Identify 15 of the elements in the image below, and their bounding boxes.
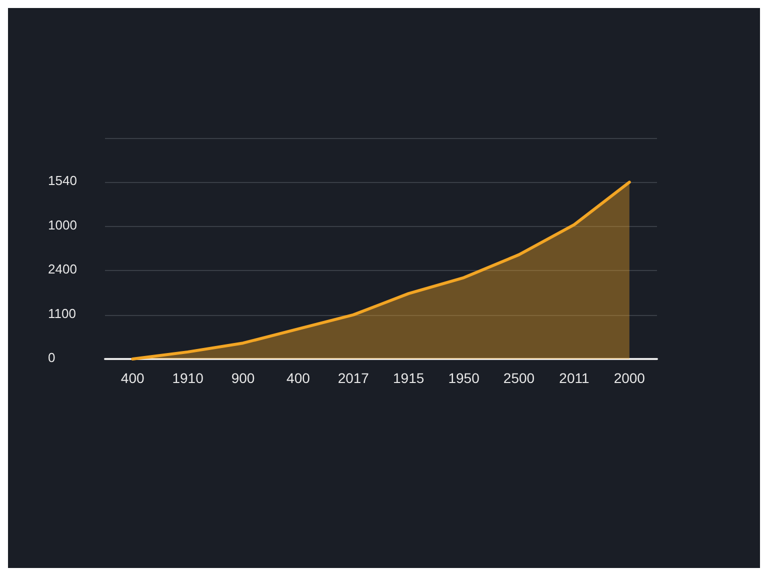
x-tick-label: 1915 [393, 370, 424, 386]
x-tick-label: 1950 [448, 370, 480, 386]
text: 0 [48, 350, 56, 365]
x-tick-label: 2011 [559, 370, 590, 386]
x-tick-label: 400 [286, 370, 310, 386]
x-tick-label: 900 [231, 370, 255, 386]
x-tick-label: 2017 [338, 370, 370, 386]
x-tick-label: 400 [120, 370, 144, 386]
x-tick-label: 2000 [614, 370, 646, 386]
x-tick-label: 1910 [172, 370, 204, 386]
x-tick-label: 2500 [503, 370, 535, 386]
text: 2400 [48, 262, 77, 277]
text: 1540 [48, 173, 77, 188]
text: 1000 [48, 217, 77, 232]
text: 1100 [48, 306, 76, 321]
